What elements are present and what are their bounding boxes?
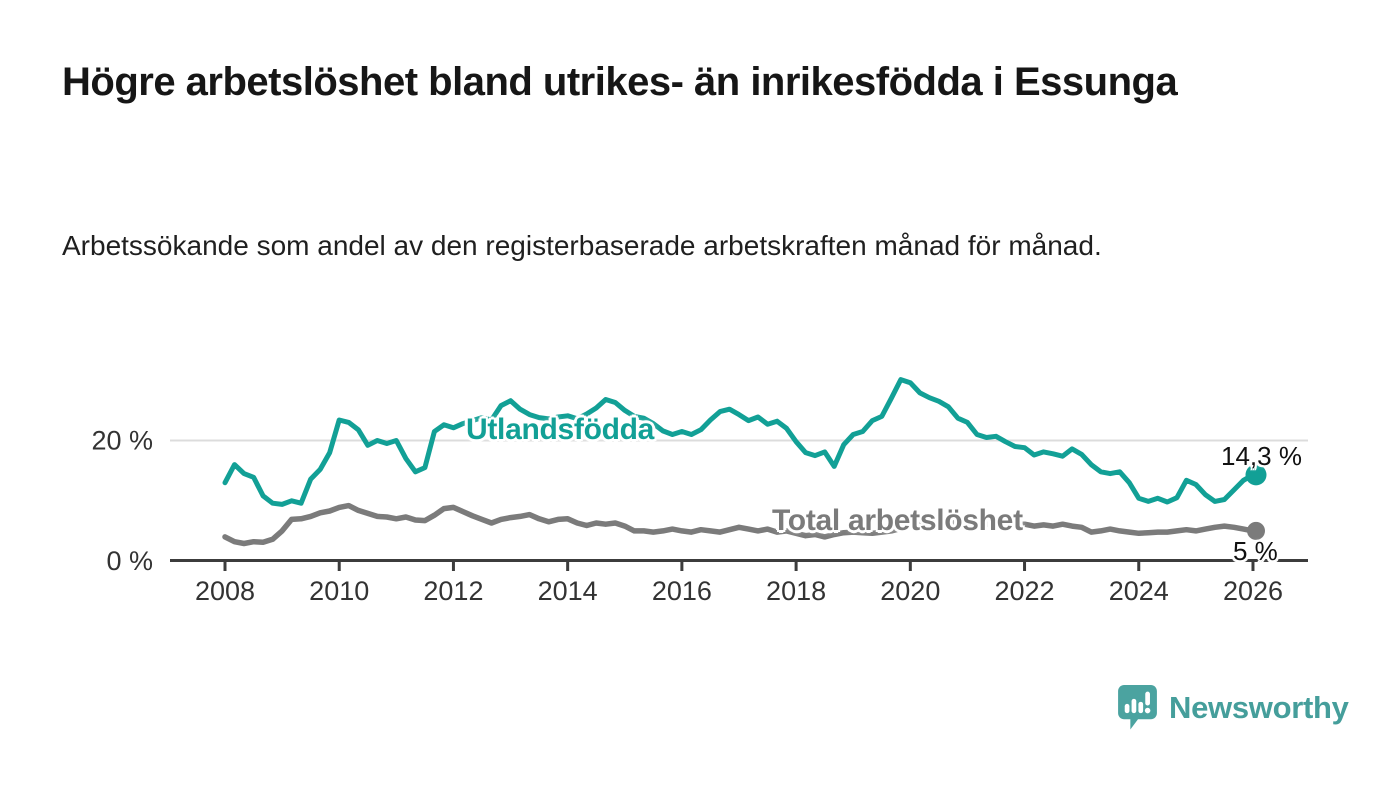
end-dot-utlandsfodda [1245, 464, 1267, 486]
x-axis-label-2008: 2008 [195, 576, 255, 606]
newsworthy-logo: Newsworthy [1117, 684, 1349, 731]
y-axis-label-20: 20 % [91, 426, 153, 456]
series-line-total [222, 502, 1256, 547]
x-axis-label-2024: 2024 [1109, 576, 1169, 606]
x-axis-label-2022: 2022 [995, 576, 1055, 606]
end-value-label-total: 5 % [1233, 536, 1278, 566]
series-label-utlandsfodda: Utlandsfödda [466, 413, 655, 446]
series-line-utlandsfodda [222, 377, 1256, 507]
x-axis-label-2014: 2014 [538, 576, 598, 606]
newsworthy-brand-text: Newsworthy [1169, 689, 1349, 725]
x-axis-label-2026: 2026 [1223, 576, 1283, 606]
end-dot-total [1247, 521, 1266, 540]
chart-title: Högre arbetslöshet bland utrikes- än inr… [62, 60, 1178, 104]
x-axis-label-2012: 2012 [423, 576, 483, 606]
series-label-total-arbetsloshet: Total arbetslöshet [772, 504, 1023, 537]
newsworthy-bubble-chart-icon [1117, 684, 1158, 731]
end-value-label-utlandsfodda: 14,3 % [1221, 441, 1302, 471]
chart-subtitle: Arbetssökande som andel av den registerb… [62, 230, 1102, 261]
x-axis-label-2018: 2018 [766, 576, 826, 606]
x-axis-label-2010: 2010 [309, 576, 369, 606]
y-axis-label-0: 0 % [106, 546, 153, 576]
x-axis-label-2016: 2016 [652, 576, 712, 606]
x-axis-label-2020: 2020 [880, 576, 940, 606]
